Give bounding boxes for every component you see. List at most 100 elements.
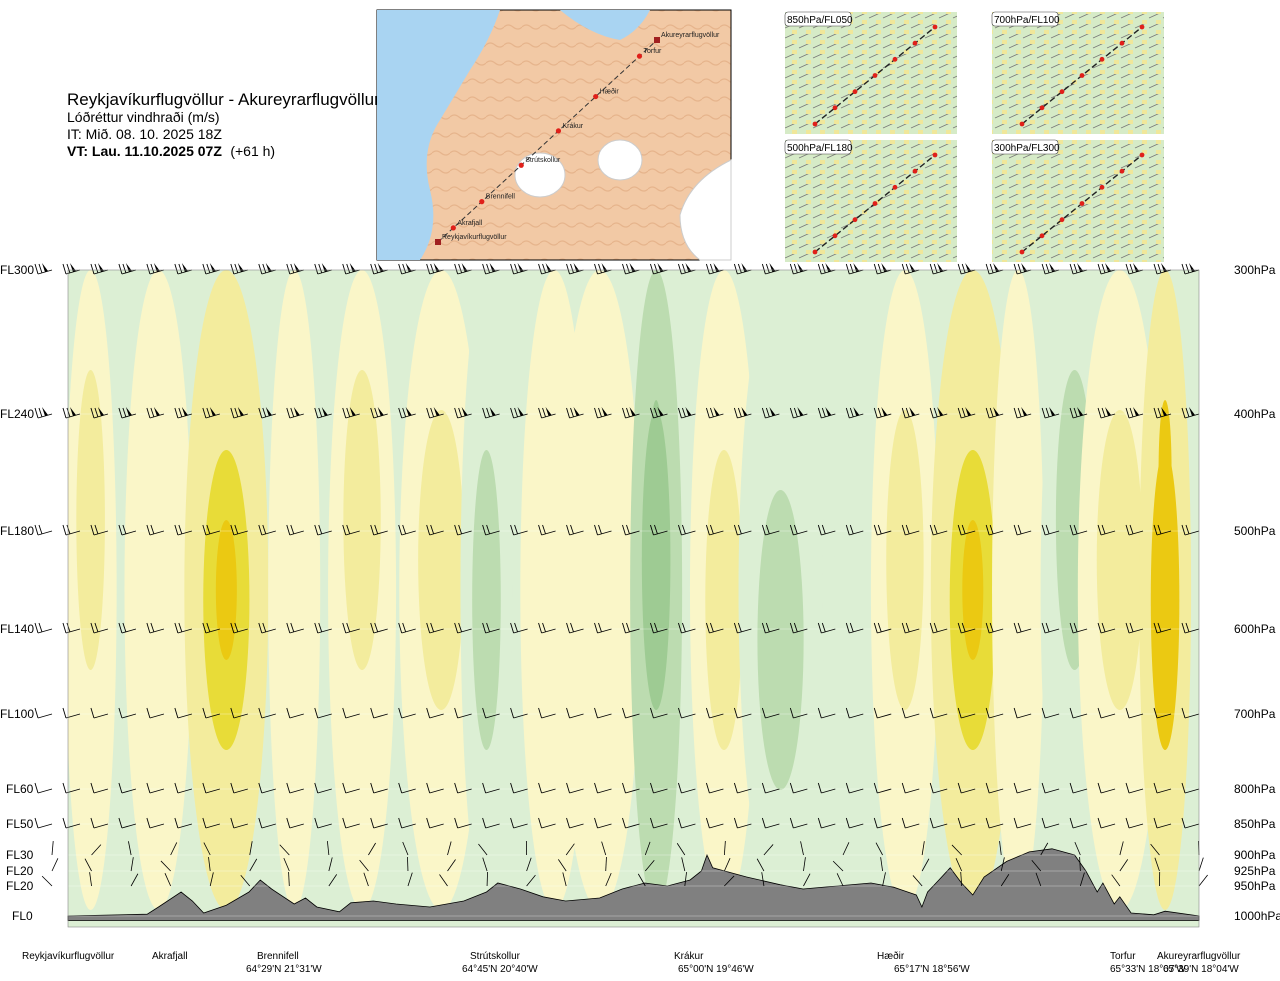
barb-feather: [286, 263, 291, 275]
barb-feather: [90, 407, 95, 419]
wind-barb: [538, 817, 556, 829]
wind-barb: [84, 858, 92, 872]
wind-barb: [1153, 782, 1172, 794]
valid-time-line: VT: Lau. 11.10.2025 07Z (+61 h): [67, 143, 275, 160]
wind-barb: [733, 407, 752, 419]
barb-feather: [737, 622, 742, 633]
flight-level-label: FL20: [6, 864, 34, 878]
field-column: [184, 270, 269, 910]
wind-barb: [208, 857, 211, 872]
barb-feather: [1153, 707, 1158, 719]
barb-feather: [1041, 707, 1046, 719]
barb-staff: [261, 530, 276, 536]
panel-waypoint: [1099, 184, 1105, 190]
wind-barb: [202, 622, 220, 634]
barb-feather: [594, 817, 598, 829]
panel-label-box: [991, 139, 1059, 155]
wind-barb: [650, 707, 668, 719]
flight-level-label: FL240: [0, 407, 34, 421]
wind-barb: [594, 524, 612, 536]
barb-staff: [605, 872, 612, 887]
barb-feather: [230, 817, 235, 829]
wind-barb: [51, 858, 59, 872]
barb-feather: [398, 263, 403, 275]
barb-feather: [174, 263, 179, 275]
barb-staff: [485, 823, 500, 829]
barb-feather: [38, 622, 43, 633]
barb-staff: [1154, 857, 1160, 872]
barb-feather: [398, 524, 403, 536]
wind-barb: [678, 524, 696, 536]
barb-feather: [705, 817, 710, 829]
wind-barb: [146, 707, 165, 719]
barb-feather: [174, 707, 179, 719]
barb-pennant: [909, 407, 916, 416]
barb-feather: [626, 407, 630, 418]
barb-staff: [681, 713, 696, 719]
barb-feather: [374, 263, 379, 274]
barb-feather: [538, 707, 542, 719]
barb-feather: [146, 782, 151, 794]
wind-barb: [174, 817, 193, 829]
field-column: [870, 270, 939, 910]
wind-barb: [999, 841, 1002, 856]
wind-barb: [370, 782, 388, 794]
wind-barb: [957, 782, 976, 794]
barb-feather: [877, 524, 882, 535]
barb-feather: [38, 263, 43, 274]
barb-feather: [122, 263, 127, 274]
barb-feather: [761, 524, 766, 536]
pressure-label: 1000hPa: [1234, 909, 1280, 923]
waypoint-name: Akureyrarflugvöllur: [1157, 951, 1241, 962]
wind-barb: [957, 407, 976, 419]
wind-barb: [482, 857, 488, 872]
barb-staff: [765, 628, 780, 634]
barb-feather: [542, 407, 546, 418]
barb-feather: [961, 407, 966, 418]
wind-barb: [249, 858, 258, 872]
wind-barb: [89, 872, 92, 887]
barb-feather: [90, 622, 95, 634]
barb-feather: [845, 707, 850, 719]
wind-barb: [482, 707, 500, 719]
barb-feather: [929, 524, 934, 536]
barb-feather: [118, 707, 123, 719]
barb-feather: [682, 622, 686, 633]
barb-feather: [957, 782, 962, 794]
field-column-peak: [649, 400, 663, 540]
level-panel: 700hPa/FL100: [991, 11, 1164, 134]
barb-staff: [1184, 788, 1200, 794]
barb-feather: [1041, 817, 1046, 829]
barb-feather: [262, 524, 267, 535]
barb-staff: [793, 788, 808, 794]
wind-barb: [601, 841, 607, 856]
barb-feather: [650, 817, 654, 829]
waypoint-coord: 65°33'N 18°07'W: [1110, 964, 1186, 975]
barb-feather: [1129, 524, 1134, 535]
barb-feather: [1097, 707, 1102, 719]
panel-waypoint: [812, 121, 818, 127]
wind-barb: [622, 707, 640, 719]
barb-feather: [682, 263, 686, 274]
wind-barb: [1181, 707, 1200, 719]
wind-barb: [637, 873, 646, 887]
wind-barb: [650, 782, 668, 794]
barb-feather: [94, 524, 99, 535]
wind-barb: [845, 782, 864, 794]
wind-barb: [803, 873, 811, 887]
barb-feather: [789, 622, 794, 634]
barb-feather: [901, 263, 906, 275]
barb-staff: [485, 628, 500, 634]
wind-barb: [447, 859, 456, 872]
waypoint-coord: 64°29'N 21°31'W: [246, 964, 322, 975]
wind-barb: [622, 622, 640, 634]
wind-barb: [118, 407, 137, 419]
wind-barb: [286, 817, 304, 829]
barb-feather: [765, 524, 770, 535]
barb-staff: [877, 628, 892, 634]
barb-feather: [626, 263, 630, 274]
barb-feather: [538, 263, 542, 275]
level-panel: 300hPa/FL300: [991, 139, 1164, 262]
barb-feather: [542, 524, 546, 535]
barb-staff: [821, 788, 836, 794]
